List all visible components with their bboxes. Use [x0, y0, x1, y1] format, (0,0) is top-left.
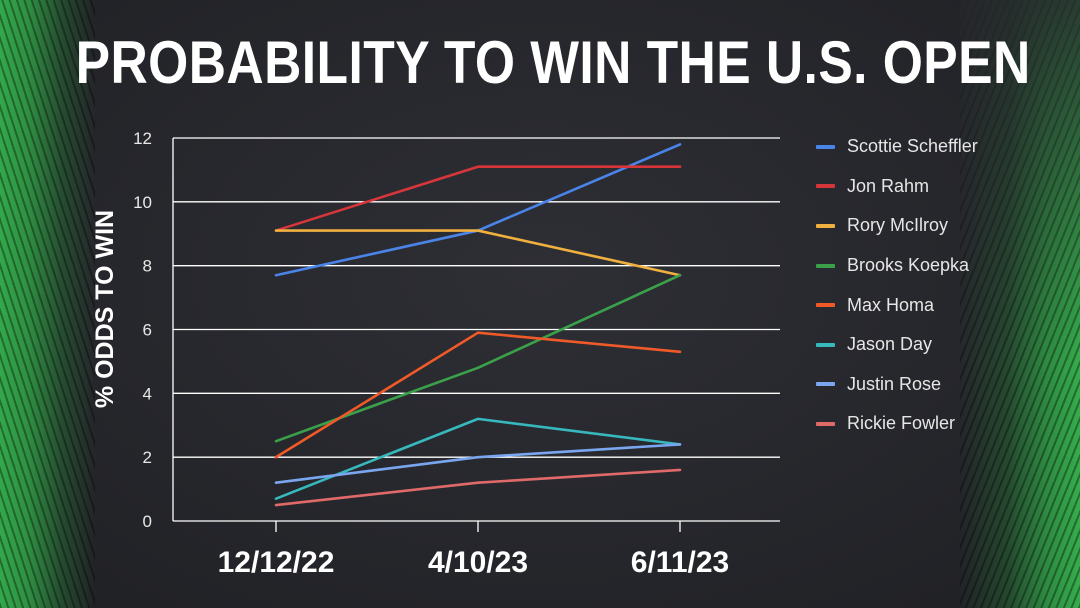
y-axis-title: % ODDS TO WIN [91, 210, 119, 408]
series-line-justin-rose [274, 443, 682, 485]
legend-label: Scottie Scheffler [847, 136, 978, 157]
legend-label: Jon Rahm [847, 175, 930, 196]
series-line-brooks-koepka [274, 273, 682, 443]
series-line-jon-rahm [274, 165, 682, 232]
legend-item: Jason Day [816, 325, 1036, 365]
series-line-rory-mcilroy [274, 229, 682, 277]
legend-swatch [816, 303, 835, 308]
y-tick-label: 12 [133, 129, 152, 148]
chart-title: PROBABILITY TO WIN THE U.S. OPEN [75, 29, 1031, 96]
x-tick-label: 6/11/23 [631, 546, 729, 579]
chart-legend: Scottie Scheffler Jon Rahm Rory McIlroy Bro… [816, 127, 1036, 444]
legend-swatch [816, 382, 835, 387]
legend-swatch [816, 421, 835, 426]
legend-item: Rory McIlroy [816, 206, 1036, 246]
y-tick-label: 6 [143, 321, 152, 340]
right-texture-fade [960, 0, 1080, 608]
legend-label: Jason Day [847, 334, 933, 355]
y-tick-label: 2 [143, 448, 152, 467]
x-tick-label: 12/12/22 [218, 546, 335, 579]
legend-item: Justin Rose [816, 365, 1036, 405]
legend-label: Rickie Fowler [847, 413, 956, 434]
y-tick-label: 8 [143, 257, 152, 276]
legend-label: Justin Rose [847, 373, 942, 394]
series-line-max-homa [274, 331, 682, 459]
legend-item: Jon Rahm [816, 167, 1036, 207]
y-tick-label: 10 [133, 193, 152, 212]
y-tick-label: 0 [143, 512, 152, 531]
legend-label: Max Homa [847, 294, 935, 315]
legend-label: Brooks Koepka [847, 255, 970, 276]
legend-item: Rickie Fowler [816, 404, 1036, 444]
y-tick-label: 4 [143, 384, 152, 403]
legend-swatch [816, 223, 835, 228]
series-line-scottie-scheffler [274, 143, 682, 277]
series-line-rickie-fowler [274, 468, 682, 507]
legend-swatch [816, 342, 835, 347]
x-tick-label: 4/10/23 [428, 546, 528, 579]
legend-swatch [816, 144, 835, 149]
legend-item: Max Homa [816, 285, 1036, 325]
left-green-texture [0, 0, 95, 608]
legend-item: Brooks Koepka [816, 246, 1036, 286]
legend-swatch [816, 263, 835, 268]
legend-label: Rory McIlroy [847, 215, 949, 236]
series-line-jason-day [274, 417, 682, 500]
legend-item: Scottie Scheffler [816, 127, 1036, 167]
legend-swatch [816, 184, 835, 189]
